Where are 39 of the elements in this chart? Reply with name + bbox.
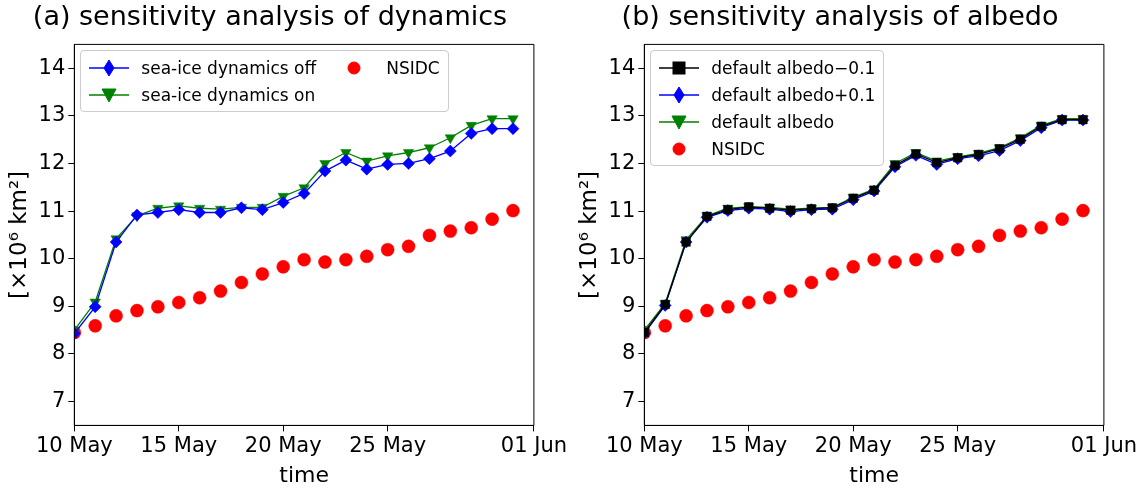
x-tick-label: 20 May [244,433,322,458]
y-tick-label: 10 [608,245,636,270]
y-tick-label: 13 [38,102,66,127]
legend-label: default albedo+0.1 [711,84,876,105]
y-tick-label: 7 [621,388,636,413]
y-axis-title: [×10⁶ km²] [574,170,601,299]
x-tick-label: 01 Jun [1070,433,1137,458]
x-tick-label: 25 May [349,433,427,458]
y-tick-label: 11 [608,197,636,222]
x-tick-label: 25 May [919,433,997,458]
x-tick-label: 15 May [140,433,218,458]
x-axis-title: time [279,461,329,487]
x-tick-label: 10 May [605,433,683,458]
y-tick-label: 12 [608,149,636,174]
legend-label: default albedo−0.1 [711,57,876,78]
y-tick-label: 12 [38,149,66,174]
y-tick-label: 8 [51,340,66,365]
x-tick-label: 15 May [710,433,788,458]
y-tick-label: 10 [38,245,66,270]
legend-label: sea-ice dynamics off [141,57,317,78]
y-tick-label: 11 [38,197,66,222]
x-tick-label: 01 Jun [500,433,567,458]
legend-label: sea-ice dynamics on [141,84,316,105]
y-tick-label: 8 [621,340,636,365]
x-axis-title: time [849,461,899,487]
x-tick-label: 10 May [35,433,113,458]
legend-label: default albedo [711,111,835,132]
y-tick-label: 13 [608,102,636,127]
y-axis-title: [×10⁶ km²] [4,170,31,299]
y-tick-label: 14 [38,54,66,79]
y-tick-label: 9 [621,292,636,317]
y-tick-label: 14 [608,54,636,79]
y-tick-label: 9 [51,292,66,317]
legend-label: NSIDC [386,57,440,78]
chart-title: (a) sensitivity analysis of dynamics [32,0,508,32]
x-tick-label: 20 May [814,433,892,458]
legend-label: NSIDC [711,138,765,159]
chart-title: (b) sensitivity analysis of albedo [621,0,1059,32]
y-tick-label: 7 [51,388,66,413]
